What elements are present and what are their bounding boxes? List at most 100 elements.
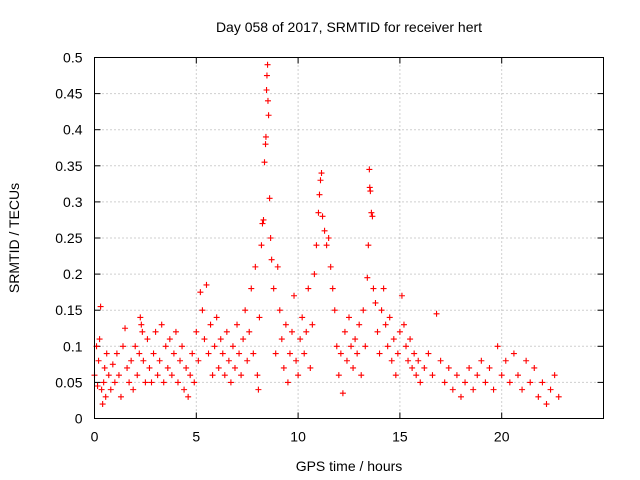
data-point [205,350,212,357]
data-point [341,328,348,335]
data-point [139,328,146,335]
data-point [111,379,118,386]
data-point [254,372,261,379]
data-point [189,350,196,357]
data-point [318,170,325,177]
data-point [96,336,103,343]
data-point [539,379,546,386]
data-point [177,357,184,364]
data-point [274,263,281,270]
data-point [262,133,269,140]
data-point [227,379,234,386]
data-point [132,343,139,350]
data-point [425,350,432,357]
data-point [343,357,350,364]
data-point [362,343,369,350]
data-point [299,314,306,321]
data-point [510,350,517,357]
data-point [187,372,194,379]
data-point [264,97,271,104]
data-point [99,401,106,408]
data-point [225,357,232,364]
data-point [288,328,295,335]
data-point [415,357,422,364]
y-tick-label: 0.45 [55,86,82,102]
data-point [100,379,107,386]
data-point [367,188,374,195]
data-point [405,357,412,364]
data-point [255,386,262,393]
data-point [193,328,200,335]
data-point [278,336,285,343]
data-point [514,372,521,379]
data-point [262,141,269,148]
data-point [462,379,469,386]
data-point [152,328,159,335]
data-point [365,242,372,249]
data-point [407,336,414,343]
data-point [315,209,322,216]
data-point [282,321,289,328]
data-point [179,343,186,350]
data-point [126,379,133,386]
data-point [162,343,169,350]
data-point [244,357,251,364]
data-point [223,328,230,335]
data-point [264,61,271,68]
data-point [309,321,316,328]
data-point [335,372,342,379]
data-point [411,350,418,357]
data-point [248,285,255,292]
data-point [433,310,440,317]
data-point [327,263,334,270]
data-point [449,386,456,393]
data-point [366,166,373,173]
data-point [265,112,272,119]
data-point [172,328,179,335]
data-point [317,177,324,184]
data-point [498,372,505,379]
data-point [109,361,116,368]
data-point [154,372,161,379]
data-point [263,86,270,93]
data-point [307,364,314,371]
data-point [352,336,359,343]
data-point [333,343,340,350]
data-point [331,307,338,314]
data-point [441,379,448,386]
data-point [390,336,397,343]
data-point [183,364,190,371]
data-point [531,364,538,371]
data-point [392,372,399,379]
chart-title: Day 058 of 2017, SRMTID for receiver her… [216,19,482,35]
data-point [519,386,526,393]
data-point [219,350,226,357]
data-point [284,379,291,386]
data-point [217,336,224,343]
data-point [409,364,416,371]
y-tick-label: 0.15 [55,302,82,318]
data-point [453,372,460,379]
data-point [252,263,259,270]
y-tick-label: 0.35 [55,158,82,174]
data-point [124,364,131,371]
data-point [384,343,391,350]
data-point [380,285,387,292]
data-point [136,350,143,357]
data-point [295,372,302,379]
data-point [321,227,328,234]
data-point [221,372,228,379]
plot-frame [94,57,604,419]
data-point [211,343,218,350]
data-point [164,364,171,371]
data-point [148,379,155,386]
y-tick-label: 0 [75,411,83,427]
data-point [506,379,513,386]
y-tick-label: 0.3 [63,194,83,210]
data-point [197,289,204,296]
data-point [396,328,403,335]
y-axis-label: SRMTID / TECUs [6,183,22,293]
data-point [238,372,245,379]
data-point [382,321,389,328]
